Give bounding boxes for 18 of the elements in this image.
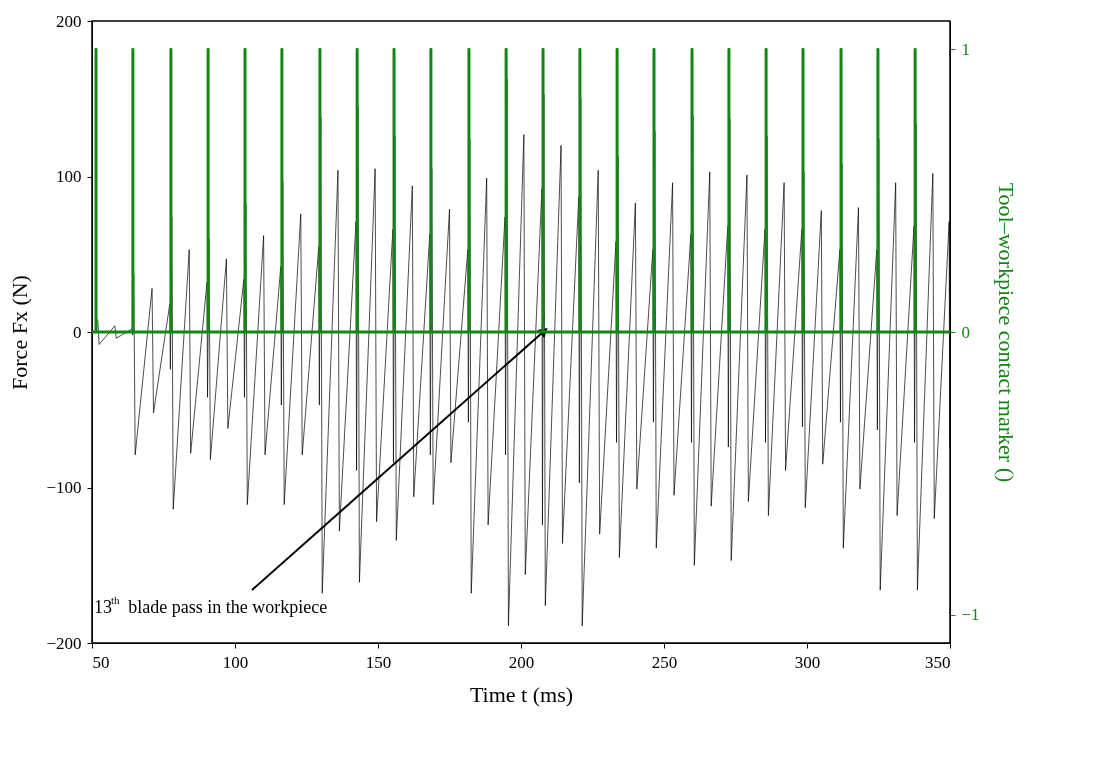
y-tick-label: 100: [56, 167, 82, 186]
y2-tick-label: −1: [961, 605, 980, 625]
x-tick-label: 50: [92, 652, 110, 672]
x-tick-label: 350: [925, 652, 951, 672]
x-tick-label: 300: [794, 652, 821, 672]
y-tick-label: −200: [46, 633, 82, 653]
x-axis-title: Time t (ms): [469, 681, 574, 707]
y-tick-label: 200: [56, 11, 82, 31]
x-tick-label: 100: [222, 652, 249, 672]
y-tick-label: −100: [46, 478, 82, 497]
y-axis-title: Force Fx (N): [7, 275, 33, 390]
y2-tick-label: 0: [961, 322, 970, 342]
y2-axis-title: Tool–workpiece contact marker (): [993, 182, 1019, 483]
y2-tick-label: 1: [961, 39, 970, 59]
x-tick-label: 200: [508, 652, 535, 672]
x-tick-label: 150: [365, 652, 392, 672]
x-tick-label: 250: [651, 652, 678, 672]
y-tick-label: 0: [73, 322, 82, 342]
